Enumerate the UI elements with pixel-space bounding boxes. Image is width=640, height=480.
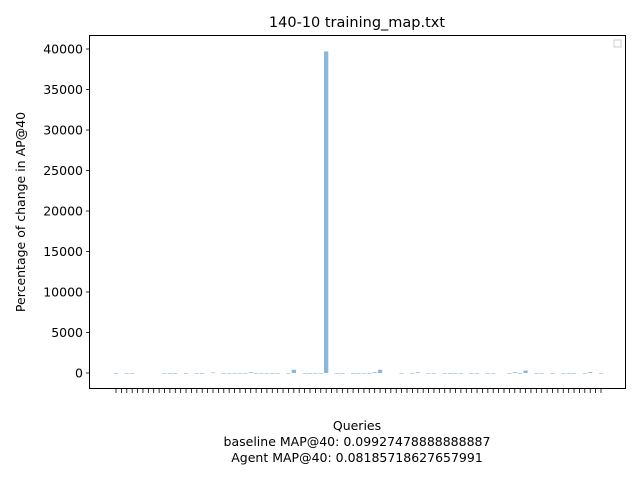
- chart-title: 140-10 training_map.txt: [269, 15, 445, 31]
- agent-map-label: Agent MAP@40: 0.08185718627657991: [231, 450, 483, 465]
- bar: [113, 373, 119, 374]
- bar: [253, 373, 259, 374]
- y-tick-label: 10000: [43, 285, 83, 300]
- y-tick-label: 20000: [43, 204, 83, 219]
- bar: [221, 373, 226, 374]
- bar: [399, 373, 404, 374]
- bars: [113, 51, 604, 374]
- bar: [550, 373, 555, 374]
- y-tick-label: 40000: [43, 42, 83, 57]
- bar: [469, 373, 474, 374]
- bar: [302, 373, 307, 374]
- bar: [162, 373, 167, 374]
- bar: [270, 373, 275, 374]
- bar: [259, 373, 264, 374]
- y-tick-label: 0: [75, 366, 83, 381]
- y-tick-label: 25000: [43, 163, 83, 178]
- bar: [243, 373, 248, 374]
- y-ticks: 0 5000 10000 15000 20000 25000 30000 35000 40000: [43, 42, 90, 381]
- bar: [350, 373, 356, 374]
- bar: [518, 373, 523, 374]
- bar: [447, 373, 453, 374]
- bar: [415, 372, 420, 373]
- bar: [507, 373, 512, 374]
- bar: [458, 373, 464, 374]
- bar: [340, 373, 345, 374]
- bar: [512, 372, 517, 373]
- bar: [183, 373, 189, 374]
- bar: [431, 373, 437, 374]
- bar: [367, 373, 372, 374]
- x-ticks: [115, 389, 602, 393]
- bar: [324, 51, 329, 374]
- bar: [248, 372, 253, 373]
- bar: [232, 373, 237, 374]
- bar: [286, 373, 291, 374]
- bar: [307, 373, 313, 374]
- bar: [442, 373, 447, 374]
- bar: [377, 369, 383, 373]
- bar: [539, 373, 544, 374]
- bar: [264, 373, 270, 374]
- bar: [194, 373, 199, 374]
- y-axis-label: Percentage of change in AP@40: [13, 112, 28, 312]
- bar: [237, 373, 243, 374]
- y-tick-label: 35000: [43, 82, 83, 97]
- bar: [200, 373, 205, 374]
- bar: [561, 373, 566, 374]
- bar: [361, 373, 367, 374]
- bar: [173, 373, 178, 374]
- bar: [453, 373, 458, 374]
- bar: [275, 373, 280, 374]
- bar: [291, 369, 296, 373]
- x-axis-label: Queries: [333, 418, 381, 433]
- bar: [491, 373, 496, 374]
- bar: [124, 373, 129, 374]
- bar: [334, 373, 340, 374]
- y-tick-label: 15000: [43, 244, 83, 259]
- bar: [210, 372, 216, 374]
- bar: [474, 373, 480, 374]
- bar: [598, 373, 604, 374]
- bar: [356, 373, 361, 374]
- bar: [227, 373, 232, 374]
- bar: [313, 373, 318, 374]
- bar: [318, 373, 323, 374]
- bar: [582, 373, 587, 374]
- bar: [588, 372, 593, 373]
- bar: [534, 373, 539, 374]
- bar: [130, 373, 135, 374]
- bar: [485, 373, 490, 374]
- bar: [426, 373, 431, 374]
- bar: [566, 373, 571, 374]
- y-tick-label: 5000: [51, 325, 83, 340]
- bar: [523, 370, 528, 373]
- baseline-map-label: baseline MAP@40: 0.09927478888888887: [224, 434, 491, 449]
- plot-frame: [89, 35, 626, 389]
- bar: [167, 373, 173, 374]
- bar: [372, 372, 377, 373]
- bar: [410, 373, 415, 374]
- y-tick-label: 30000: [43, 123, 83, 138]
- bar: [571, 373, 577, 374]
- legend-box: [613, 39, 622, 48]
